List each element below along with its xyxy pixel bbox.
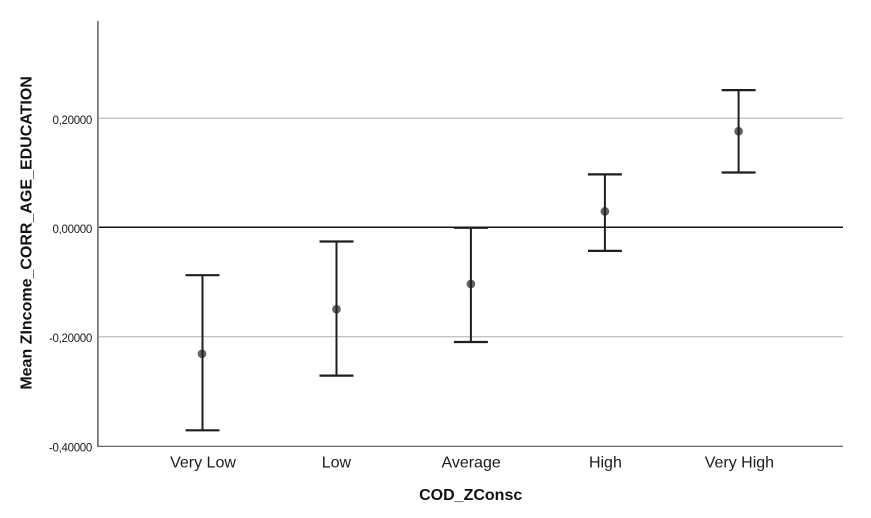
svg-text:Mean ZIncome_CORR_AGE_EDUCATIO: Mean ZIncome_CORR_AGE_EDUCATION	[19, 76, 36, 390]
svg-text:0,00000: 0,00000	[53, 224, 92, 236]
svg-text:Very Low: Very Low	[170, 454, 236, 471]
svg-text:-0,40000: -0,40000	[49, 442, 92, 454]
svg-text:Very High: Very High	[705, 454, 774, 471]
svg-text:High: High	[589, 454, 622, 471]
svg-text:COD_ZConsc: COD_ZConsc	[419, 487, 522, 504]
svg-text:Low: Low	[322, 454, 352, 471]
svg-text:Average: Average	[441, 454, 500, 471]
svg-text:0,20000: 0,20000	[53, 115, 92, 127]
svg-text:-0,20000: -0,20000	[49, 333, 92, 345]
